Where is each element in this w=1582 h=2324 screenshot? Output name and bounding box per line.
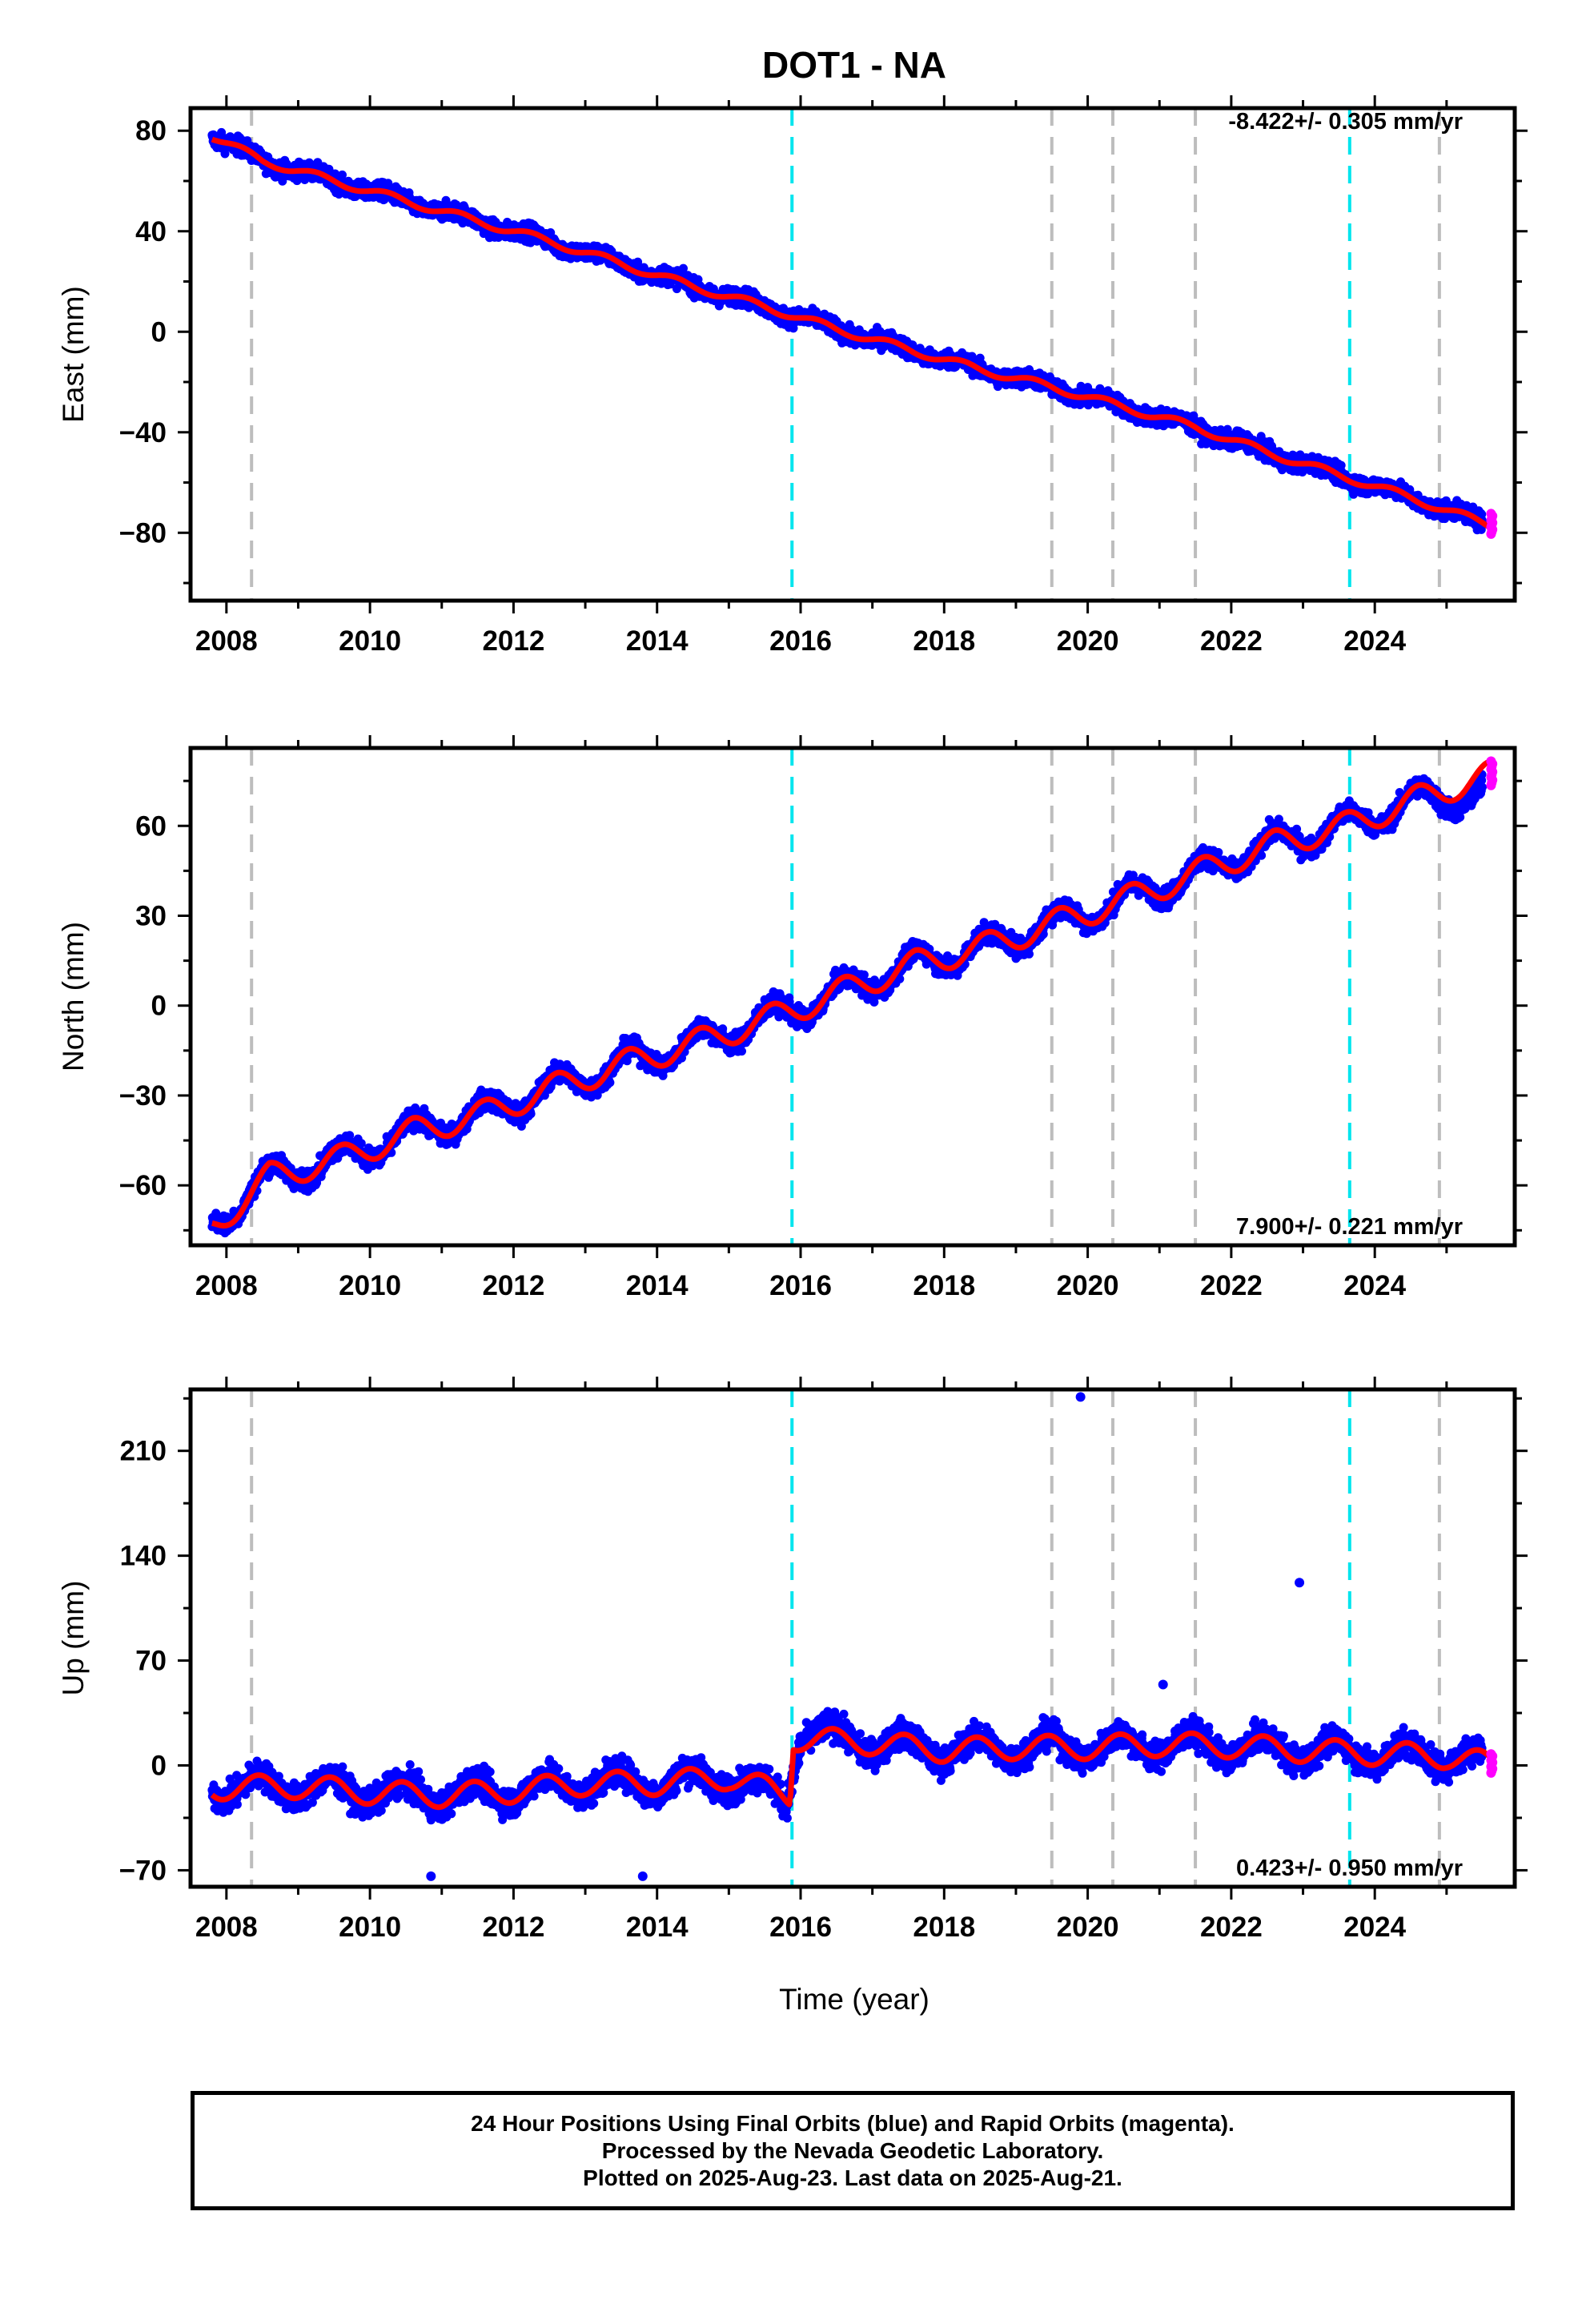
rate-annotation-up: 0.423+/- 0.950 mm/yr (1236, 1856, 1463, 1881)
x-tick-label: 2016 (769, 1912, 832, 1943)
y-tick-label: −80 (119, 517, 167, 549)
panel-east: 2008 2010 2012 2014 2016 2018 2020 2022 2024 80 40… (57, 95, 1528, 657)
outlier-point (1158, 1679, 1168, 1690)
outlier-point (1075, 1392, 1086, 1402)
x-tick-label: 2024 (1343, 1270, 1406, 1301)
x-tick-label: 2022 (1200, 1270, 1263, 1301)
y-tick-label: 40 (135, 216, 167, 247)
plot-frame-north (188, 746, 1517, 1248)
outlier-point (637, 1871, 648, 1881)
y-tick-label: 0 (151, 316, 167, 348)
final-orbit-points-east (207, 127, 1488, 535)
x-tick-label: 2020 (1057, 1912, 1119, 1943)
y-tick-label: 0 (151, 991, 167, 1022)
x-tick-label: 2016 (769, 1270, 832, 1301)
x-tick-label: 2012 (482, 625, 544, 657)
rapid-orbit-point (1486, 1749, 1496, 1759)
rapid-orbit-point (1486, 509, 1496, 519)
x-tick-label: 2024 (1343, 1912, 1406, 1943)
y-tick-label: 60 (135, 810, 167, 842)
y-tick-label: −60 (119, 1170, 167, 1201)
x-tick-label: 2008 (195, 1912, 258, 1943)
outlier-point (426, 1871, 436, 1881)
final-orbit-points-up (207, 1707, 1488, 1825)
y-tick-label: 30 (135, 900, 167, 931)
x-tick-label: 2018 (913, 1912, 975, 1943)
x-tick-label: 2010 (339, 1912, 401, 1943)
x-tick-label: 2020 (1057, 625, 1119, 657)
x-tick-label: 2024 (1343, 625, 1406, 657)
chart-title: DOT1 - NA (762, 44, 946, 86)
x-tick-label: 2022 (1200, 625, 1263, 657)
footer-line-1: 24 Hour Positions Using Final Orbits (bl… (471, 2110, 1235, 2136)
x-tick-label: 2018 (913, 1270, 975, 1301)
model-fit-line-north (211, 758, 1492, 1229)
x-tick-label: 2012 (482, 1270, 544, 1301)
y-tick-label: 80 (135, 115, 167, 147)
panels: 2008 2010 2012 2014 2016 2018 2020 2022 2024 80 40… (57, 95, 1528, 1943)
x-tick-label: 2010 (339, 625, 401, 657)
y-tick-label: 0 (151, 1750, 167, 1781)
y-tick-label: 140 (120, 1541, 167, 1572)
y-tick-label: −70 (119, 1855, 167, 1886)
y-axis-label-east: East (mm) (57, 286, 90, 423)
plot-area-east (207, 108, 1498, 601)
rapid-orbit-point (1486, 756, 1496, 766)
x-tick-label: 2010 (339, 1270, 401, 1301)
x-tick-label: 2008 (195, 625, 258, 657)
x-tick-label: 2012 (482, 1912, 544, 1943)
footer-line-3: Plotted on 2025-Aug-23. Last data on 202… (583, 2165, 1122, 2190)
panel-north: 2008 2010 2012 2014 2016 2018 2020 2022 2024 60 30… (57, 735, 1528, 1301)
rate-annotation-north: 7.900+/- 0.221 mm/yr (1236, 1214, 1463, 1240)
panel-up: 2008 2010 2012 2014 2016 2018 2020 2022 2024 210 1… (57, 1377, 1528, 1943)
x-tick-label: 2008 (195, 1270, 258, 1301)
y-tick-label: −30 (119, 1080, 167, 1112)
plot-frame-up (188, 1387, 1517, 1889)
plot-frame-east (188, 106, 1517, 603)
footer-caption-box: 24 Hour Positions Using Final Orbits (bl… (191, 2091, 1515, 2210)
plot-area-up (207, 1389, 1498, 1887)
plot-area-north (207, 748, 1498, 1245)
x-tick-label: 2018 (913, 625, 975, 657)
y-tick-label: 210 (120, 1436, 167, 1467)
model-fit-line-up (210, 1726, 1492, 1811)
x-axis-label: Time (year) (779, 1983, 930, 2016)
x-tick-label: 2016 (769, 625, 832, 657)
y-tick-label: −40 (119, 417, 167, 448)
x-tick-label: 2020 (1057, 1270, 1119, 1301)
model-fit-line-east (211, 136, 1492, 530)
final-orbit-points-north (207, 770, 1488, 1238)
y-axis-label-up: Up (mm) (57, 1581, 90, 1696)
outlier-point (1295, 1578, 1305, 1588)
y-tick-label: 70 (135, 1646, 167, 1677)
x-tick-label: 2022 (1200, 1912, 1263, 1943)
x-tick-label: 2014 (626, 1912, 689, 1943)
footer-line-2: Processed by the Nevada Geodetic Laborat… (601, 2137, 1104, 2163)
y-axis-label-north: North (mm) (57, 922, 90, 1072)
rate-annotation-east: -8.422+/- 0.305 mm/yr (1228, 109, 1463, 135)
x-tick-label: 2014 (626, 625, 689, 657)
x-tick-label: 2014 (626, 1270, 689, 1301)
